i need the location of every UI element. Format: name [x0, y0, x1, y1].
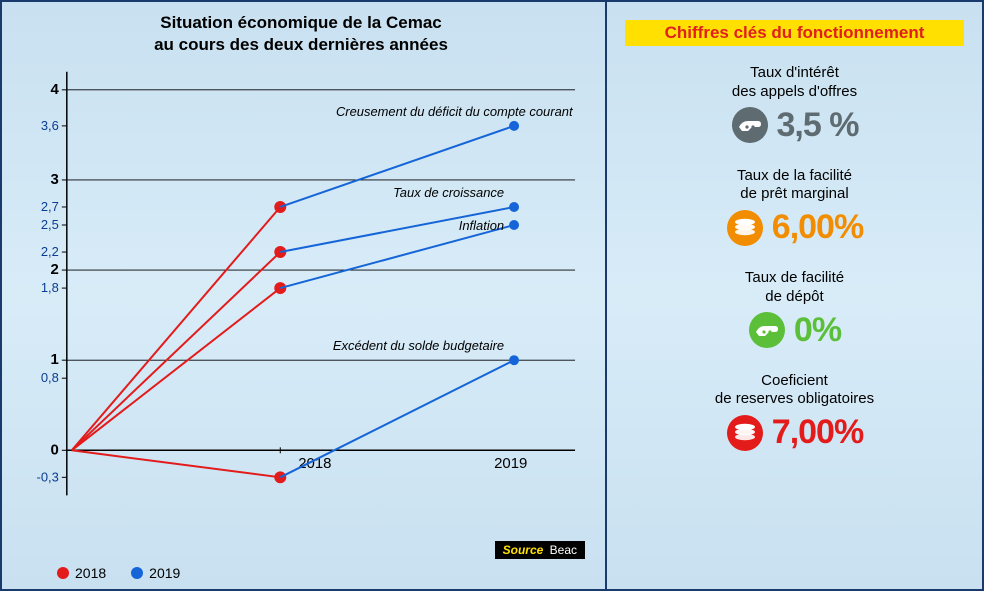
metric-label-line1: Coeficient [761, 372, 828, 389]
metric-label-line2: de prêt marginal [740, 185, 848, 202]
hand-icon [748, 311, 786, 349]
metric-value: 3,5 % [777, 106, 859, 145]
metrics-container: Taux d'intérêt des appels d'offres 3,5 %… [715, 64, 874, 474]
series-marker [509, 220, 519, 230]
series-line [72, 450, 280, 477]
metric-value-row: 6,00% [715, 208, 874, 247]
chart-title-line1: Situation économique de la Cemac [160, 13, 442, 32]
chart-svg: -0,3 0 0,8 1 1,8 2 2,2 2,5 2,7 3 3,6 4 2018 2019 Creus… [12, 61, 590, 551]
chart-title-line2: au cours des deux dernières années [154, 35, 448, 54]
side-panel: Chiffres clés du fonctionnement Taux d'i… [607, 2, 982, 589]
hand-icon [731, 106, 769, 144]
metric-label-line1: Taux de facilité [745, 269, 844, 286]
metric-value: 6,00% [772, 208, 863, 247]
series-line [72, 207, 280, 450]
y-tick-label: 2,5 [41, 217, 59, 232]
metric-label: Taux de facilité de dépôt [715, 269, 874, 307]
y-tick-label: 2 [51, 261, 59, 278]
y-tick-label: 3,6 [41, 118, 59, 133]
metric-label: Coeficient de reserves obligatoires [715, 372, 874, 410]
series-label: Creusement du déficit du compte courant [336, 104, 574, 119]
y-tick-label: 4 [51, 81, 60, 98]
source-name: Beac [550, 543, 577, 557]
legend: 2018 2019 [57, 565, 180, 581]
legend-label-2018: 2018 [75, 565, 106, 581]
legend-item-2018: 2018 [57, 565, 106, 581]
y-tick-label: -0,3 [37, 469, 59, 484]
series-marker [509, 121, 519, 131]
series-marker [509, 202, 519, 212]
metric-label-line2: des appels d'offres [732, 83, 857, 100]
metric-value-row: 0% [715, 311, 874, 350]
x-label-2019: 2019 [494, 455, 527, 472]
metric-0: Taux d'intérêt des appels d'offres 3,5 % [715, 64, 874, 145]
legend-dot-2019 [131, 567, 143, 579]
source-prefix: Source [503, 543, 544, 557]
source-badge: Source Beac [495, 541, 585, 559]
metric-value-row: 7,00% [715, 413, 874, 452]
legend-dot-2018 [57, 567, 69, 579]
coins-icon [726, 414, 764, 452]
series-marker [509, 355, 519, 365]
series-label: Inflation [459, 218, 504, 233]
y-tick-label: 0,8 [41, 370, 59, 385]
metric-label-line2: de dépôt [765, 288, 823, 305]
y-tick-label: 3 [51, 171, 59, 188]
y-tick-label: 1,8 [41, 280, 59, 295]
x-label-2018: 2018 [298, 455, 331, 472]
chart-panel: Situation économique de la Cemac au cour… [2, 2, 607, 589]
metric-label-line1: Taux de la facilité [737, 167, 852, 184]
y-tick-label: 1 [51, 351, 59, 368]
series-line [72, 288, 280, 450]
chart-area: -0,3 0 0,8 1 1,8 2 2,2 2,5 2,7 3 3,6 4 2018 2019 Creus… [12, 61, 590, 551]
metric-label: Taux de la facilité de prêt marginal [715, 167, 874, 205]
metric-2: Taux de facilité de dépôt 0% [715, 269, 874, 350]
metric-label-line2: de reserves obligatoires [715, 390, 874, 407]
metric-label: Taux d'intérêt des appels d'offres [715, 64, 874, 102]
metric-value-row: 3,5 % [715, 106, 874, 145]
series-line [72, 252, 280, 450]
legend-item-2019: 2019 [131, 565, 180, 581]
metric-value: 7,00% [772, 413, 863, 452]
chart-title: Situation économique de la Cemac au cour… [12, 12, 590, 56]
side-title: Chiffres clés du fonctionnement [625, 20, 964, 46]
metric-value: 0% [794, 311, 841, 350]
coins-icon [726, 209, 764, 247]
series-line [280, 360, 514, 477]
legend-label-2019: 2019 [149, 565, 180, 581]
series-label: Excédent du solde budgetaire [333, 338, 504, 353]
metric-label-line1: Taux d'intérêt [750, 64, 839, 81]
y-tick-label: 2,7 [41, 199, 59, 214]
metric-1: Taux de la facilité de prêt marginal 6,0… [715, 167, 874, 248]
y-tick-label: 0 [51, 441, 59, 458]
series-line [280, 225, 514, 288]
series-label: Taux de croissance [393, 185, 504, 200]
metric-3: Coeficient de reserves obligatoires 7,00… [715, 372, 874, 453]
y-tick-label: 2,2 [41, 244, 59, 259]
